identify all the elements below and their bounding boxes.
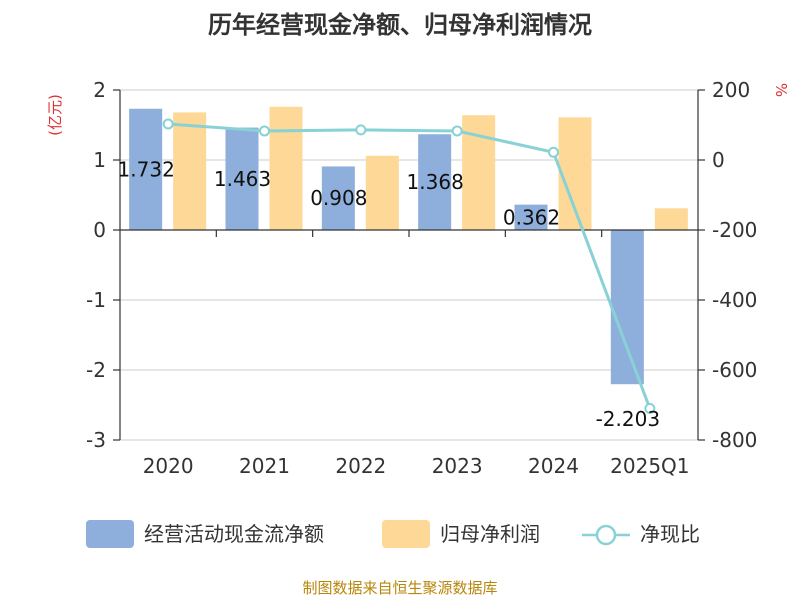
data-label-cashflow-2021: 1.463 (214, 167, 271, 191)
bar-netprofit-2022 (365, 155, 399, 230)
data-label-cashflow-2023: 1.368 (407, 170, 464, 194)
left-axis-unit: (亿元) (46, 94, 64, 136)
ratio-point-2022 (355, 124, 367, 136)
ratio-point-2021 (259, 125, 270, 137)
right-tick-label: -600 (712, 358, 757, 382)
right-tick-label: -400 (712, 288, 757, 312)
legend-marker-ratio (595, 524, 617, 546)
x-tick-label-2023: 2023 (432, 454, 483, 478)
bar-cashflow-2025Q1 (610, 230, 644, 385)
x-tick-label-2025Q1: 2025Q1 (610, 454, 689, 478)
left-axis-ticks: 2 1 0 -1 -2 -3 (86, 78, 120, 452)
bar-netprofit-2025Q1 (654, 208, 688, 230)
x-tick-label-2021: 2021 (239, 454, 290, 478)
right-axis-unit: % (772, 83, 790, 97)
data-label-cashflow-2024: 0.362 (503, 205, 560, 229)
legend-swatch-netprofit (382, 520, 430, 548)
left-tick-label: -1 (86, 288, 106, 312)
data-labels-layer: 1.732 1.463 0.908 1.368 0.362 -2.203 (118, 157, 661, 431)
x-tick-label-2020: 2020 (143, 454, 194, 478)
bar-netprofit-2021 (269, 106, 303, 230)
left-tick-label: 0 (93, 218, 106, 242)
x-tick-label-2022: 2022 (335, 454, 386, 478)
ratio-line (168, 122, 652, 410)
legend-swatch-cashflow (86, 520, 134, 548)
right-tick-label: -800 (712, 428, 757, 452)
left-tick-label: -2 (86, 358, 106, 382)
legend: 经营活动现金流净额 归母净利润 净现比 (86, 520, 700, 548)
bar-cashflow-2021 (225, 127, 259, 230)
ratio-point-2020 (162, 118, 174, 130)
right-tick-label: 0 (712, 148, 725, 172)
right-tick-label: 200 (712, 78, 750, 102)
x-tick-label-2024: 2024 (528, 454, 579, 478)
right-axis-ticks: 200 0 -200 -400 -600 -800 (698, 78, 757, 452)
chart-title: 历年经营现金净额、归母净利润情况 (208, 11, 592, 39)
ratio-point-2024 (548, 146, 559, 158)
legend-label-ratio: 净现比 (640, 522, 700, 546)
data-label-cashflow-2022: 0.908 (310, 186, 367, 210)
right-tick-label: -200 (712, 218, 757, 242)
left-tick-label: 1 (93, 148, 106, 172)
ratio-line-layer (162, 118, 656, 414)
bar-cashflow-2024 (514, 204, 548, 230)
x-axis-ticks: 2020 2021 2022 2023 2024 2025Q1 (143, 230, 690, 478)
ratio-point-2023 (451, 125, 463, 137)
bar-netprofit-2020 (173, 112, 207, 230)
legend-label-cashflow: 经营活动现金流净额 (144, 522, 324, 546)
source-note: 制图数据来自恒生聚源数据库 (302, 579, 497, 597)
bar-cashflow-2023 (418, 134, 452, 230)
left-tick-label: 2 (93, 78, 106, 102)
bar-cashflow-2020 (129, 108, 163, 230)
left-tick-label: -3 (86, 428, 106, 452)
data-label-cashflow-2020: 1.732 (118, 157, 175, 181)
bars-layer (129, 106, 688, 385)
legend-label-netprofit: 归母净利润 (440, 522, 540, 546)
ratio-point-2025Q1 (644, 403, 656, 414)
bar-cashflow-2022 (321, 166, 355, 230)
data-label-cashflow-2025Q1: -2.203 (596, 407, 660, 431)
